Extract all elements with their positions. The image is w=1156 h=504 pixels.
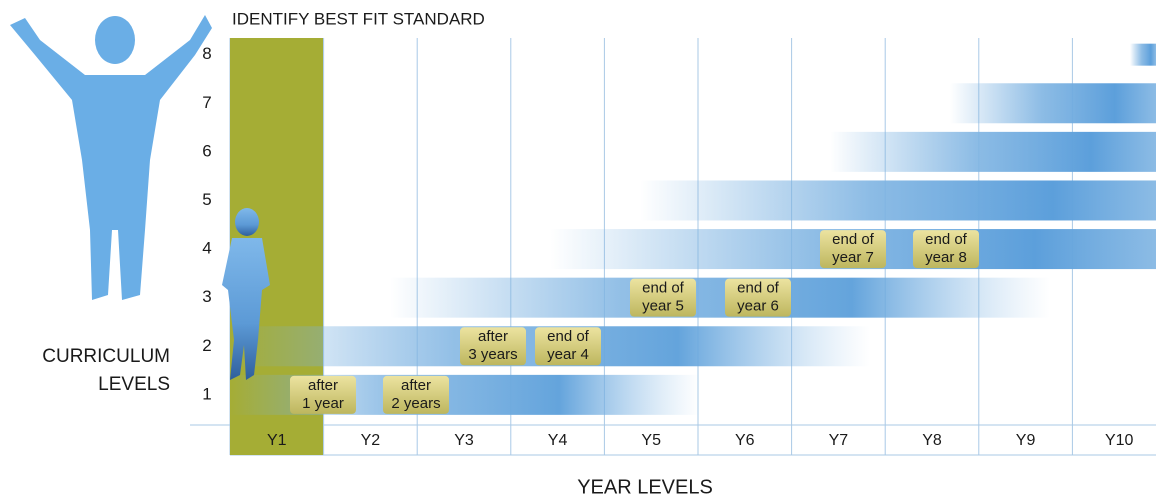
y-axis-label: CURRICULUM: [42, 346, 170, 367]
badge-text: 2 years: [391, 395, 440, 412]
level-label: 5: [202, 190, 211, 209]
diagram: after1 yearafter2 yearsafter3 yearsend o…: [0, 0, 1156, 504]
year-label: Y8: [922, 432, 942, 449]
badge-text: 1 year: [302, 395, 344, 412]
year-label: Y7: [829, 432, 849, 449]
year-label: Y9: [1016, 432, 1036, 449]
level-band: [830, 132, 1156, 172]
y-axis-label: LEVELS: [98, 374, 170, 395]
level-bands: [230, 44, 1156, 415]
title: IDENTIFY BEST FIT STANDARD: [232, 9, 485, 28]
level-band: [390, 278, 1050, 318]
level-label: 1: [202, 384, 211, 403]
badge-text: after: [401, 377, 431, 394]
badge-text: after: [308, 377, 338, 394]
year-label: Y4: [548, 432, 568, 449]
year-label: Y6: [735, 432, 755, 449]
level-label: 8: [202, 44, 211, 63]
level-label: 4: [202, 239, 211, 258]
badge-text: end of: [832, 231, 875, 248]
badge-text: year 7: [832, 249, 874, 266]
year-label: Y1: [267, 432, 287, 449]
badge-text: end of: [547, 328, 590, 345]
badge-text: year 5: [642, 298, 684, 315]
year-label: Y10: [1105, 432, 1134, 449]
level-label: 6: [202, 141, 211, 160]
badge-text: end of: [642, 280, 685, 297]
level-band: [1130, 44, 1156, 66]
badge-text: end of: [925, 231, 968, 248]
badge-text: end of: [737, 280, 780, 297]
badge-text: year 6: [737, 298, 779, 315]
level-label: 2: [202, 336, 211, 355]
badge-text: year 8: [925, 249, 967, 266]
year-label: Y3: [454, 432, 474, 449]
badge-text: after: [478, 328, 508, 345]
adult-silhouette: [10, 15, 212, 300]
level-label: 3: [202, 287, 211, 306]
x-axis-label: YEAR LEVELS: [577, 476, 713, 498]
badge-text: year 4: [547, 346, 589, 363]
level-band: [640, 180, 1156, 220]
year-label: Y5: [641, 432, 661, 449]
badge-text: 3 years: [468, 346, 517, 363]
year-label: Y2: [361, 432, 381, 449]
level-label: 7: [202, 93, 211, 112]
level-band: [950, 83, 1156, 123]
